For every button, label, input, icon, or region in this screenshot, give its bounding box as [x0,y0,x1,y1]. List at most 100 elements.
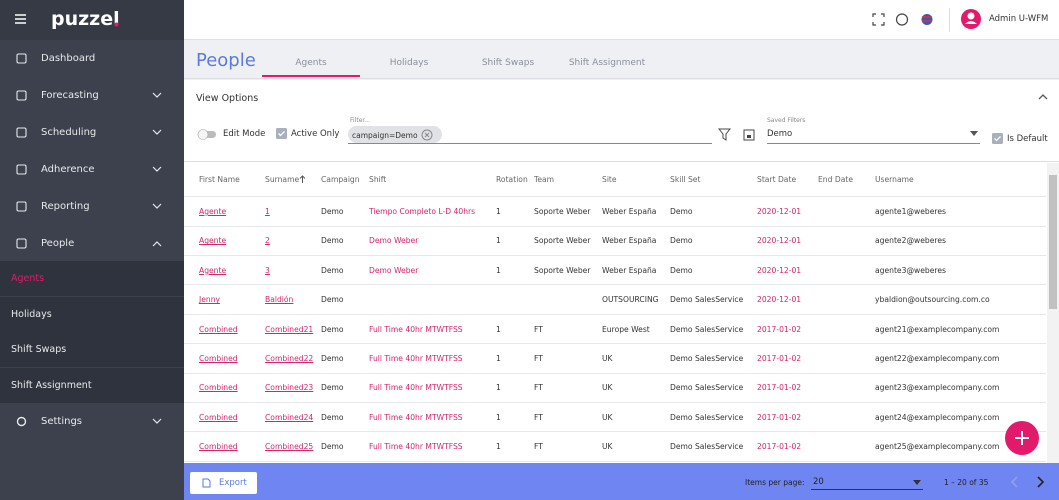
table-cell: 1 [496,383,501,392]
link-cell[interactable]: Tiempo Completo L-D 40hrs [369,207,475,216]
link-cell[interactable]: 2020-12-01 [757,207,801,216]
scroll-thumb[interactable] [1049,175,1057,309]
checkbox[interactable] [992,133,1003,144]
column-header[interactable]: Start Date [757,175,796,184]
link-cell[interactable]: Agente [199,266,226,275]
link-cell[interactable]: Demo Weber [369,236,418,245]
tab[interactable]: Holidays [360,40,458,77]
pager-arrows[interactable] [1010,475,1050,489]
column-header[interactable]: End Date [818,175,853,184]
link-cell[interactable]: 2020-12-01 [757,266,801,275]
link-cell[interactable]: Demo Weber [369,266,418,275]
view-options-title[interactable]: View Options [196,93,258,104]
link-cell[interactable]: 2 [265,236,270,245]
link-cell[interactable]: Jenny [199,295,220,304]
tab[interactable]: Shift Assignment [556,40,658,77]
link-cell[interactable]: Combined [199,354,238,363]
collapse-icon[interactable] [1038,93,1048,101]
avatar[interactable] [960,8,982,30]
top-bar: Admin U-WFM [184,0,1059,40]
link-cell[interactable]: Full Time 40hr MTWTFSS [369,383,463,392]
column-header[interactable]: Site [602,175,617,184]
link-cell[interactable]: Agente [199,236,226,245]
checkbox[interactable] [276,128,287,139]
nav-sub-item[interactable]: Shift Assignment [0,368,184,403]
table-cell: FT [534,325,543,334]
tabs-underline [184,78,1059,79]
nav-sub-item[interactable]: Agents [0,261,184,296]
table-cell: 1 [496,413,501,422]
toggle[interactable] [196,128,220,140]
nav-item[interactable]: Dashboard [0,40,184,77]
filter-icons[interactable] [718,128,758,142]
table-cell: ybaldion@outsourcing.com.co [875,295,990,304]
link-cell[interactable]: Combined [199,383,238,392]
table-cell: Demo [321,325,344,334]
items-per-page-label: Items per page: [745,478,804,487]
link-cell[interactable]: Combined24 [265,413,313,422]
scrollbar[interactable] [1047,163,1059,463]
export-label[interactable]: Export [219,478,247,488]
link-cell[interactable]: 1 [265,207,270,216]
link-cell[interactable]: Full Time 40hr MTWTFSS [369,354,463,363]
page-range: 1 – 20 of 35 [944,478,988,487]
link-cell[interactable]: Full Time 40hr MTWTFSS [369,442,463,451]
column-header[interactable]: Skill Set [670,175,700,184]
logo-bar: puzzel [0,0,184,40]
link-cell[interactable]: Combined [199,325,238,334]
table-cell: 1 [496,442,501,451]
link-cell[interactable]: Combined [199,442,238,451]
nav-sub-item[interactable]: Holidays [0,297,184,332]
nav-sub-item[interactable]: Shift Swaps [0,332,184,367]
nav-icon [16,238,27,249]
user-name[interactable]: Admin U-WFM [989,14,1048,24]
sort-arrow [299,175,306,184]
link-cell[interactable]: 2017-01-02 [757,413,801,422]
column-header[interactable]: Team [534,175,554,184]
column-header[interactable]: First Name [199,175,240,184]
link-cell[interactable]: Combined22 [265,354,313,363]
link-cell[interactable]: 2017-01-02 [757,442,801,451]
saved-filter-value[interactable]: Demo [767,129,792,139]
row-divider [184,226,1046,227]
tab[interactable]: Agents [262,40,360,77]
row-divider [184,461,1046,462]
filter-label: Filter... [350,117,370,124]
link-cell[interactable]: 2017-01-02 [757,354,801,363]
column-header[interactable]: Surname [265,175,299,184]
items-per-page-value[interactable]: 20 [813,477,824,487]
link-cell[interactable]: Combined [199,413,238,422]
menu-icon[interactable] [14,13,28,25]
link-cell[interactable]: Baldión [265,295,293,304]
add-button[interactable] [1004,420,1040,456]
edit-mode-label: Edit Mode [223,129,265,139]
tab[interactable]: Shift Swaps [458,40,558,77]
link-cell[interactable]: 2017-01-02 [757,383,801,392]
link-cell[interactable]: 2020-12-01 [757,295,801,304]
row-divider [184,343,1046,344]
chevron [152,240,162,247]
table-cell: 1 [496,236,501,245]
row-divider [184,402,1046,403]
link-cell[interactable]: Full Time 40hr MTWTFSS [369,325,463,334]
link-cell[interactable]: Combined21 [265,325,313,334]
filter-chip-text: campaign=Demo [352,131,418,140]
link-cell[interactable]: Full Time 40hr MTWTFSS [369,413,463,422]
table-cell: 1 [496,266,501,275]
table-cell: agente3@weberes [875,266,946,275]
chevron [152,418,162,425]
link-cell[interactable]: Combined25 [265,442,313,451]
column-header[interactable]: Campaign [321,175,360,184]
column-header[interactable]: Username [875,175,914,184]
link-cell[interactable]: 3 [265,266,270,275]
column-header[interactable]: Rotation [496,175,528,184]
chip-remove[interactable] [421,129,433,141]
table-cell: Soporte Weber [534,236,590,245]
is-default-label: Is Default [1007,134,1048,144]
link-cell[interactable]: 2017-01-02 [757,325,801,334]
link-cell[interactable]: Agente [199,207,226,216]
link-cell[interactable]: 2020-12-01 [757,236,801,245]
link-cell[interactable]: Combined23 [265,383,313,392]
column-header[interactable]: Shift [369,175,386,184]
